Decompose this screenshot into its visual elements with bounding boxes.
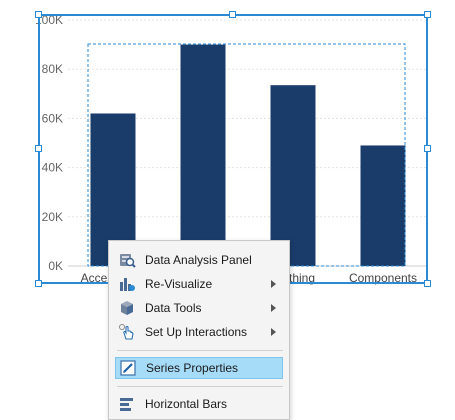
resize-handle-top[interactable]: [229, 11, 236, 18]
data-analysis-icon: [118, 251, 136, 269]
bar[interactable]: [270, 85, 316, 266]
pencil-edit-icon: [119, 359, 137, 377]
menu-item-horizontal-bars[interactable]: Horizontal Bars: [115, 393, 283, 415]
submenu-arrow-icon: [271, 280, 276, 288]
menu-item-label: Series Properties: [146, 361, 239, 375]
bars: [90, 44, 406, 266]
menu-item-re-visualize[interactable]: Re-Visualize: [115, 273, 283, 295]
revisualize-icon: [118, 275, 136, 293]
submenu-arrow-icon: [271, 328, 276, 336]
menu-separator: [117, 386, 283, 387]
resize-handle-top-right[interactable]: [424, 11, 431, 18]
interactions-hand-icon: [118, 323, 136, 341]
y-tick-label: 20K: [42, 210, 63, 224]
resize-handle-bottom-right[interactable]: [424, 280, 431, 287]
menu-item-data-tools[interactable]: Data Tools: [115, 297, 283, 319]
horizontal-bars-icon: [118, 395, 136, 413]
y-tick-label: 0K: [48, 259, 63, 273]
menu-item-label: Data Analysis Panel: [145, 253, 252, 267]
resize-handle-right[interactable]: [424, 145, 431, 152]
menu-item-label: Re-Visualize: [145, 277, 213, 291]
y-tick-label: 40K: [42, 161, 63, 175]
bar[interactable]: [360, 145, 406, 266]
y-tick-label: 80K: [42, 62, 63, 76]
menu-item-label: Data Tools: [145, 301, 202, 315]
resize-handle-left[interactable]: [35, 145, 42, 152]
menu-item-set-up-interactions[interactable]: Set Up Interactions: [115, 321, 283, 343]
menu-item-series-properties[interactable]: Series Properties: [115, 357, 283, 379]
x-tick-label: Components: [349, 271, 417, 285]
menu-separator: [117, 350, 283, 351]
data-tools-icon: [118, 299, 136, 317]
resize-handle-bottom-left[interactable]: [35, 280, 42, 287]
menu-item-data-analysis-panel[interactable]: Data Analysis Panel: [115, 249, 283, 271]
y-tick-label: 60K: [42, 111, 63, 125]
bar[interactable]: [180, 44, 226, 266]
resize-handle-top-left[interactable]: [35, 11, 42, 18]
context-menu: Data Analysis Panel Re-Visualize: [108, 240, 290, 420]
menu-item-label: Horizontal Bars: [145, 397, 228, 411]
submenu-arrow-icon: [271, 304, 276, 312]
menu-item-label: Set Up Interactions: [145, 325, 248, 339]
